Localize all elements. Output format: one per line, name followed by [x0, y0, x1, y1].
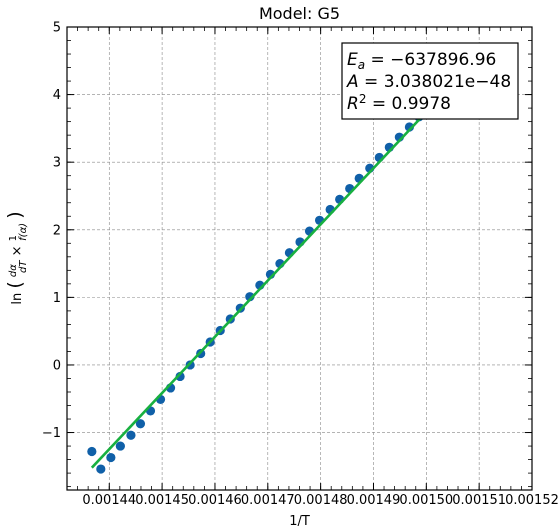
- x-tick-label: 0.00145: [135, 493, 189, 508]
- x-tick-label: 0.00144: [82, 493, 136, 508]
- data-layer: [87, 82, 454, 474]
- x-tick-label: 0.00151: [452, 493, 506, 508]
- x-tick-label: 0.00152: [505, 493, 558, 508]
- x-tick-label: 0.00149: [347, 493, 401, 508]
- y-tick-label: 4: [53, 88, 61, 103]
- annotation-line: Ea = −637896.96: [347, 50, 496, 72]
- fit-line: [90, 86, 450, 469]
- y-tick-label: 3: [53, 156, 61, 171]
- data-point: [175, 371, 185, 382]
- x-tick-label: 0.00146: [188, 493, 242, 508]
- minor-ticks: [66, 26, 533, 490]
- x-tick-label: 0.00148: [294, 493, 348, 508]
- data-point: [106, 452, 116, 463]
- x-tick-labels: 0.00144 0.00145 0.00146 0.00147 0.00148 0.001…: [82, 493, 558, 508]
- y-axis-label-text: ln ( dα dT × 1 f(α) ): [4, 211, 30, 304]
- y-tick-label: 5: [53, 21, 61, 36]
- y-tick-label: −1: [42, 426, 61, 441]
- data-point: [126, 430, 136, 440]
- y-tick-label: 1: [53, 291, 61, 306]
- data-point: [96, 464, 106, 474]
- x-tick-label: 0.00150: [399, 493, 453, 508]
- x-tick-label: 0.00147: [241, 493, 295, 508]
- y-tick-label: 0: [53, 358, 61, 373]
- chart-title: Model: G5: [259, 4, 340, 23]
- y-axis-label: ln ( dα dT × 1 f(α) ): [4, 211, 30, 304]
- y-tick-labels: −1 0 1 2 3 4 5: [42, 21, 61, 442]
- annotation-line: A = 3.038021e−48: [346, 72, 511, 92]
- data-point: [115, 441, 125, 451]
- data-point: [87, 446, 97, 457]
- data-point: [135, 419, 146, 429]
- plot-frame: [66, 26, 533, 491]
- y-tick-label: 2: [53, 223, 61, 238]
- major-ticks: [67, 26, 533, 490]
- x-axis-label: 1/T: [289, 514, 310, 529]
- annotation-line: R2 = 0.9978: [347, 92, 451, 114]
- annotation-frame: [341, 42, 519, 120]
